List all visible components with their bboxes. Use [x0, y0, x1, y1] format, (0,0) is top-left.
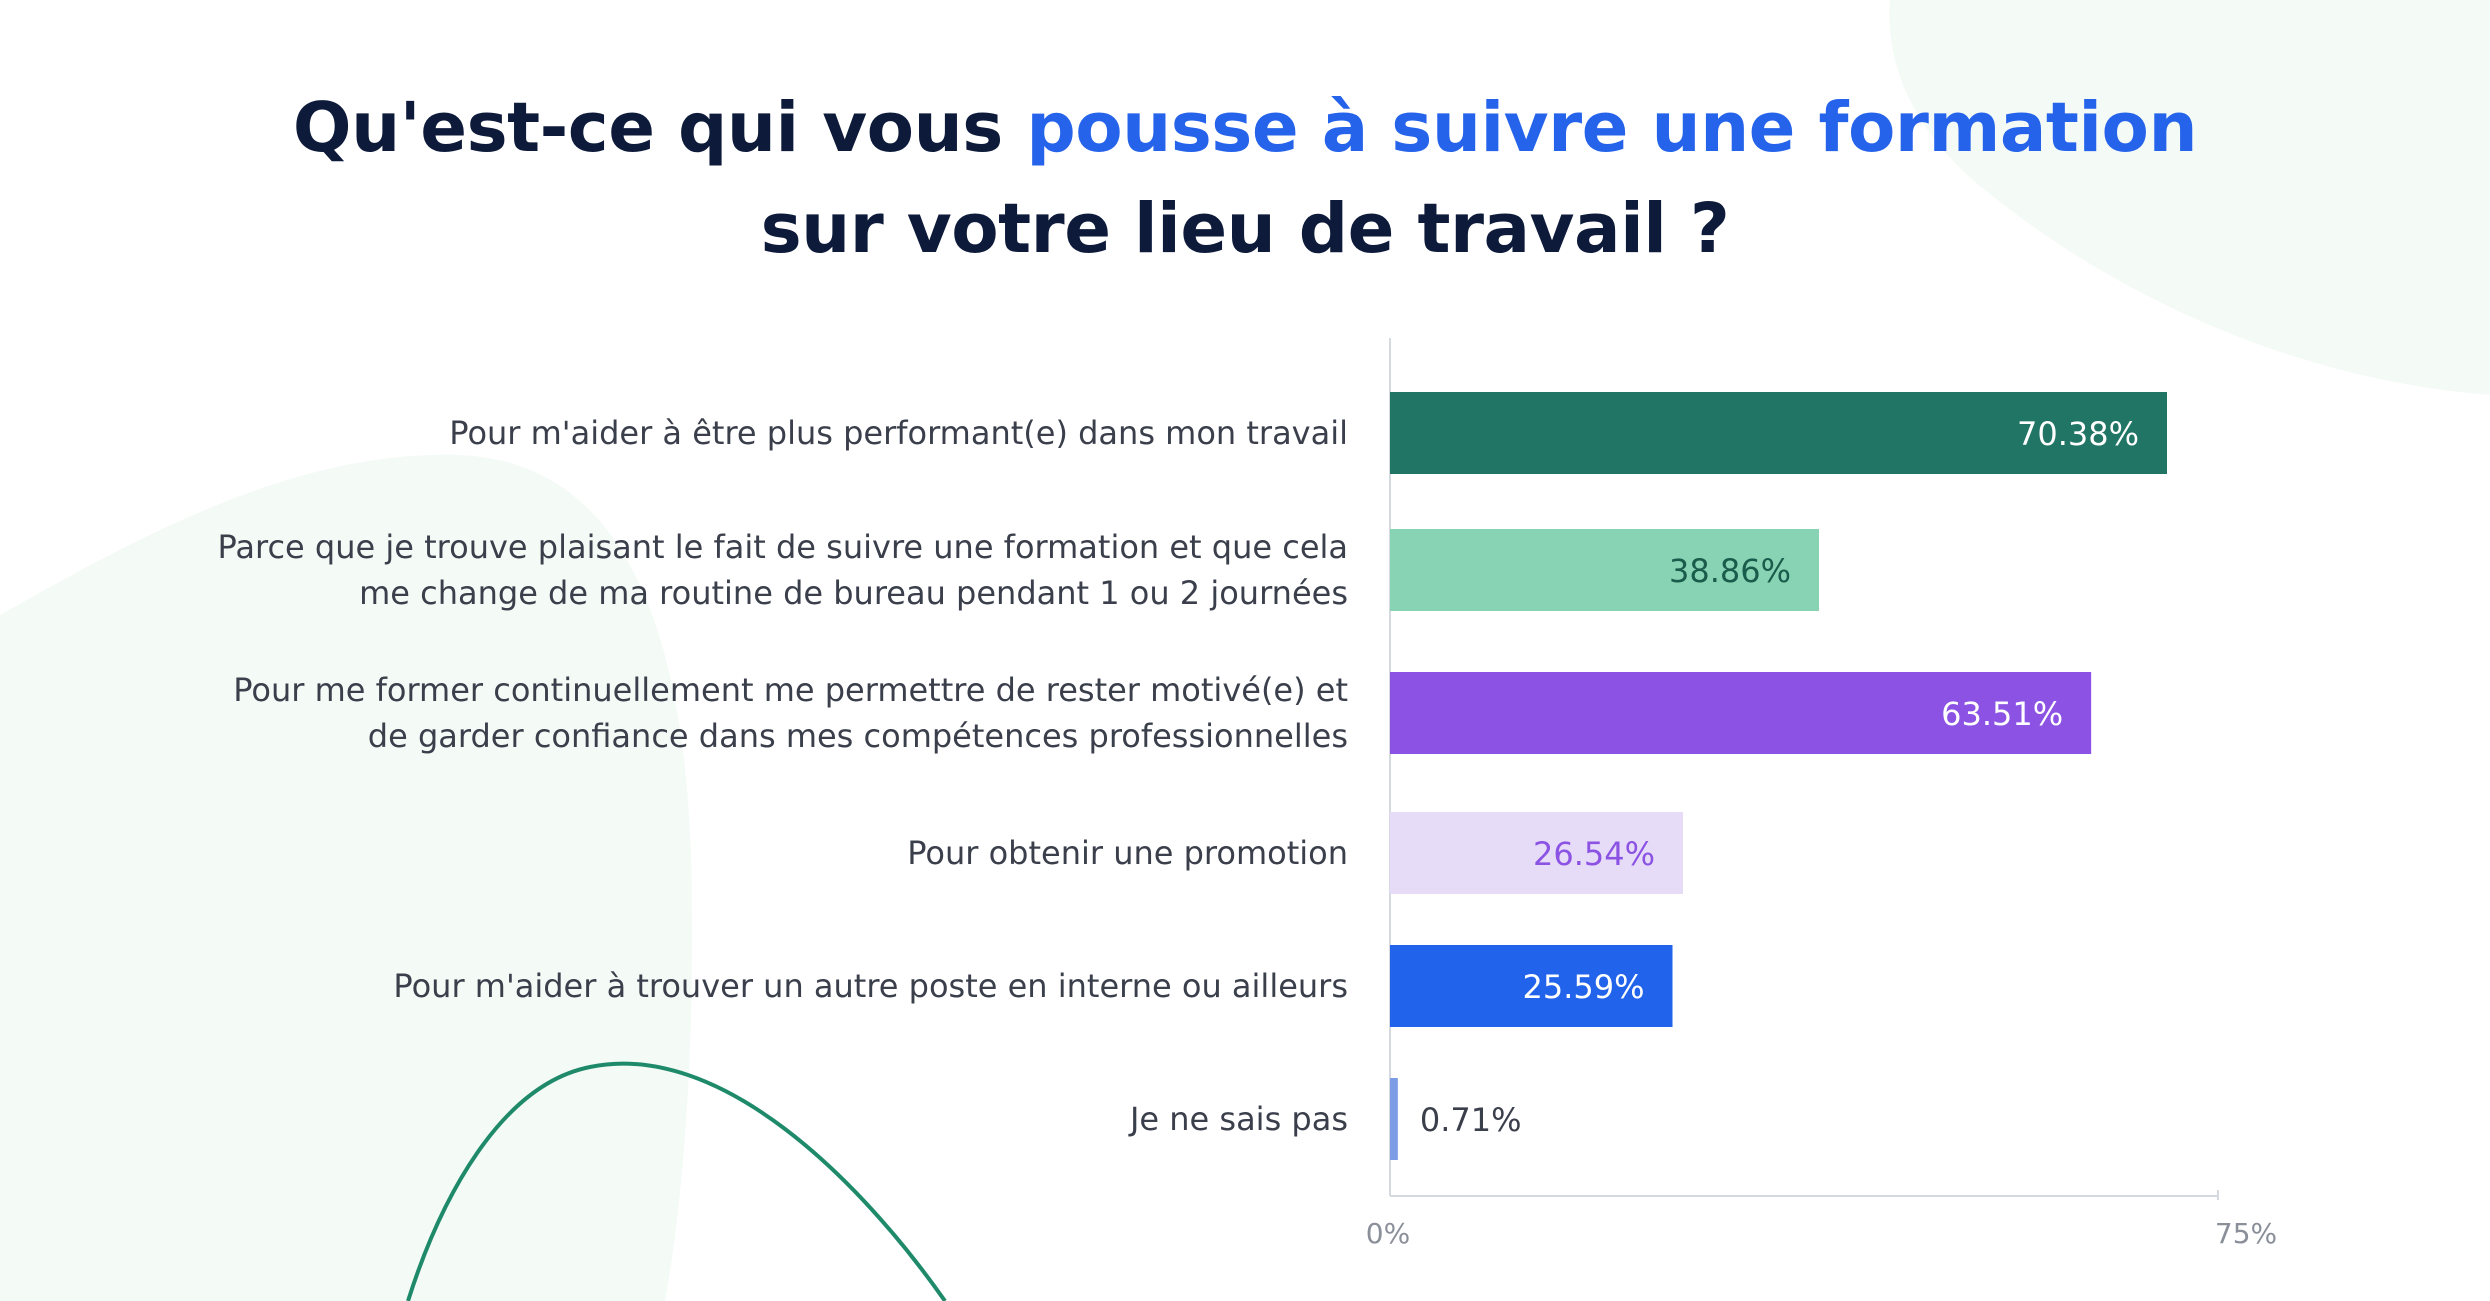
category-label: Pour m'aider à être plus performant(e) d… — [449, 414, 1348, 452]
value-label: 70.38% — [2017, 415, 2139, 453]
bar — [1390, 812, 1684, 894]
category-label: Je ne sais pas — [1128, 1100, 1348, 1138]
value-label: 38.86% — [1669, 552, 1791, 590]
x-tick-label: 0% — [1366, 1217, 1410, 1250]
bar — [1390, 529, 1820, 611]
category-label: de garder confiance dans mes compétences… — [368, 717, 1348, 755]
value-label: 25.59% — [1522, 968, 1644, 1006]
bar — [1390, 1078, 1398, 1160]
bar — [1390, 672, 2092, 754]
left-blob — [0, 454, 693, 1301]
category-label: me change de ma routine de bureau pendan… — [359, 574, 1348, 612]
green-curve — [406, 1061, 947, 1301]
title-line2: sur votre lieu de travail ? — [760, 189, 1730, 269]
page-title: Qu'est-ce qui vous pousse à suivre une f… — [0, 78, 2490, 280]
bar — [1390, 945, 1673, 1027]
value-label: 0.71% — [1420, 1101, 1522, 1139]
category-label: Parce que je trouve plaisant le fait de … — [218, 528, 1348, 566]
top-right-blob — [1889, 0, 2490, 395]
value-label: 63.51% — [1941, 695, 2063, 733]
bar — [1390, 392, 2167, 474]
title-part1: Qu'est-ce qui vous — [292, 88, 1027, 168]
title-highlight: pousse à suivre une formation — [1026, 88, 2198, 168]
category-label: Pour obtenir une promotion — [907, 834, 1348, 872]
x-tick-label: 75% — [2215, 1217, 2277, 1250]
value-label: 26.54% — [1533, 835, 1655, 873]
category-label: Pour me former continuellement me permet… — [233, 671, 1348, 709]
category-label: Pour m'aider à trouver un autre poste en… — [393, 967, 1348, 1005]
